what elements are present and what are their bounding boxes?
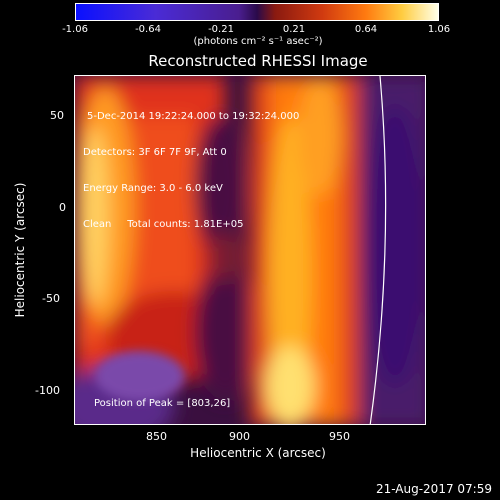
- solar-limb-line: [369, 76, 387, 424]
- x-tick: 850: [146, 430, 167, 443]
- y-tick: -50: [42, 292, 60, 305]
- colorbar: [75, 3, 439, 21]
- info-energy-range: Energy Range: 3.0 - 6.0 keV: [83, 183, 223, 194]
- timestamp: 21-Aug-2017 07:59: [375, 482, 492, 496]
- x-axis-label: Heliocentric X (arcsec): [190, 446, 326, 460]
- colorbar-tick: 1.06: [427, 24, 451, 35]
- info-time-range: 5-Dec-2014 19:22:24.000 to 19:32:24.000: [87, 111, 300, 122]
- rhessi-map: [75, 76, 425, 424]
- y-tick: 0: [59, 201, 66, 214]
- info-detectors: Detectors: 3F 6F 7F 9F, Att 0: [83, 147, 227, 158]
- x-tick: 950: [329, 430, 350, 443]
- y-tick: -100: [35, 384, 60, 397]
- peak-position-label: Position of Peak = [803,26]: [94, 398, 231, 409]
- colorbar-tick: -1.06: [62, 24, 88, 35]
- colorbar-tick: 0.64: [354, 24, 378, 35]
- y-tick: 50: [50, 109, 64, 122]
- colorbar-tick: -0.21: [208, 24, 234, 35]
- colorbar-unit: (photons cm⁻² s⁻¹ asec⁻²): [193, 36, 323, 47]
- colorbar-tick: -0.64: [135, 24, 161, 35]
- rhessi-image: [74, 75, 426, 425]
- plot-title: Reconstructed RHESSI Image: [148, 52, 368, 70]
- info-total-counts: Clean Total counts: 1.81E+05: [83, 219, 244, 230]
- x-tick: 900: [229, 430, 250, 443]
- colorbar-tick: 0.21: [282, 24, 306, 35]
- y-axis-label: Heliocentric Y (arcsec): [13, 182, 27, 318]
